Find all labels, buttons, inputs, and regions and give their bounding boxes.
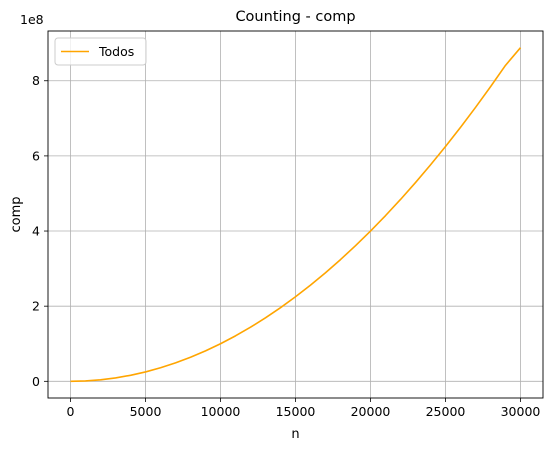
y-tick-label: 4	[32, 224, 40, 239]
x-tick-label: 20000	[351, 404, 391, 419]
x-tick-label: 25000	[426, 404, 466, 419]
y-tick-label: 6	[32, 148, 40, 163]
chart-title: Counting - comp	[235, 9, 355, 25]
y-tick-label: 8	[32, 73, 40, 88]
y-tick-label: 2	[32, 299, 40, 314]
grid	[48, 31, 543, 398]
legend-label-todos: Todos	[98, 44, 134, 59]
y-axis-title: comp	[9, 196, 24, 232]
y-axis: 0 2 4 6 8	[32, 73, 48, 389]
x-tick-label: 5000	[130, 404, 162, 419]
x-tick-label: 30000	[501, 404, 541, 419]
x-axis-title: n	[291, 427, 299, 442]
x-tick-label: 15000	[276, 404, 316, 419]
legend: Todos	[54, 37, 147, 66]
series-layer	[70, 47, 522, 383]
legend-box	[54, 37, 147, 66]
y-axis-scale-label: 1e8	[20, 12, 44, 27]
y-tick-label: 0	[32, 374, 40, 389]
x-tick-label: 0	[67, 404, 75, 419]
series-line-todos	[70, 47, 522, 383]
x-axis: 0 5000 10000 15000 20000 25000 30000	[67, 398, 541, 419]
x-tick-label: 10000	[201, 404, 241, 419]
